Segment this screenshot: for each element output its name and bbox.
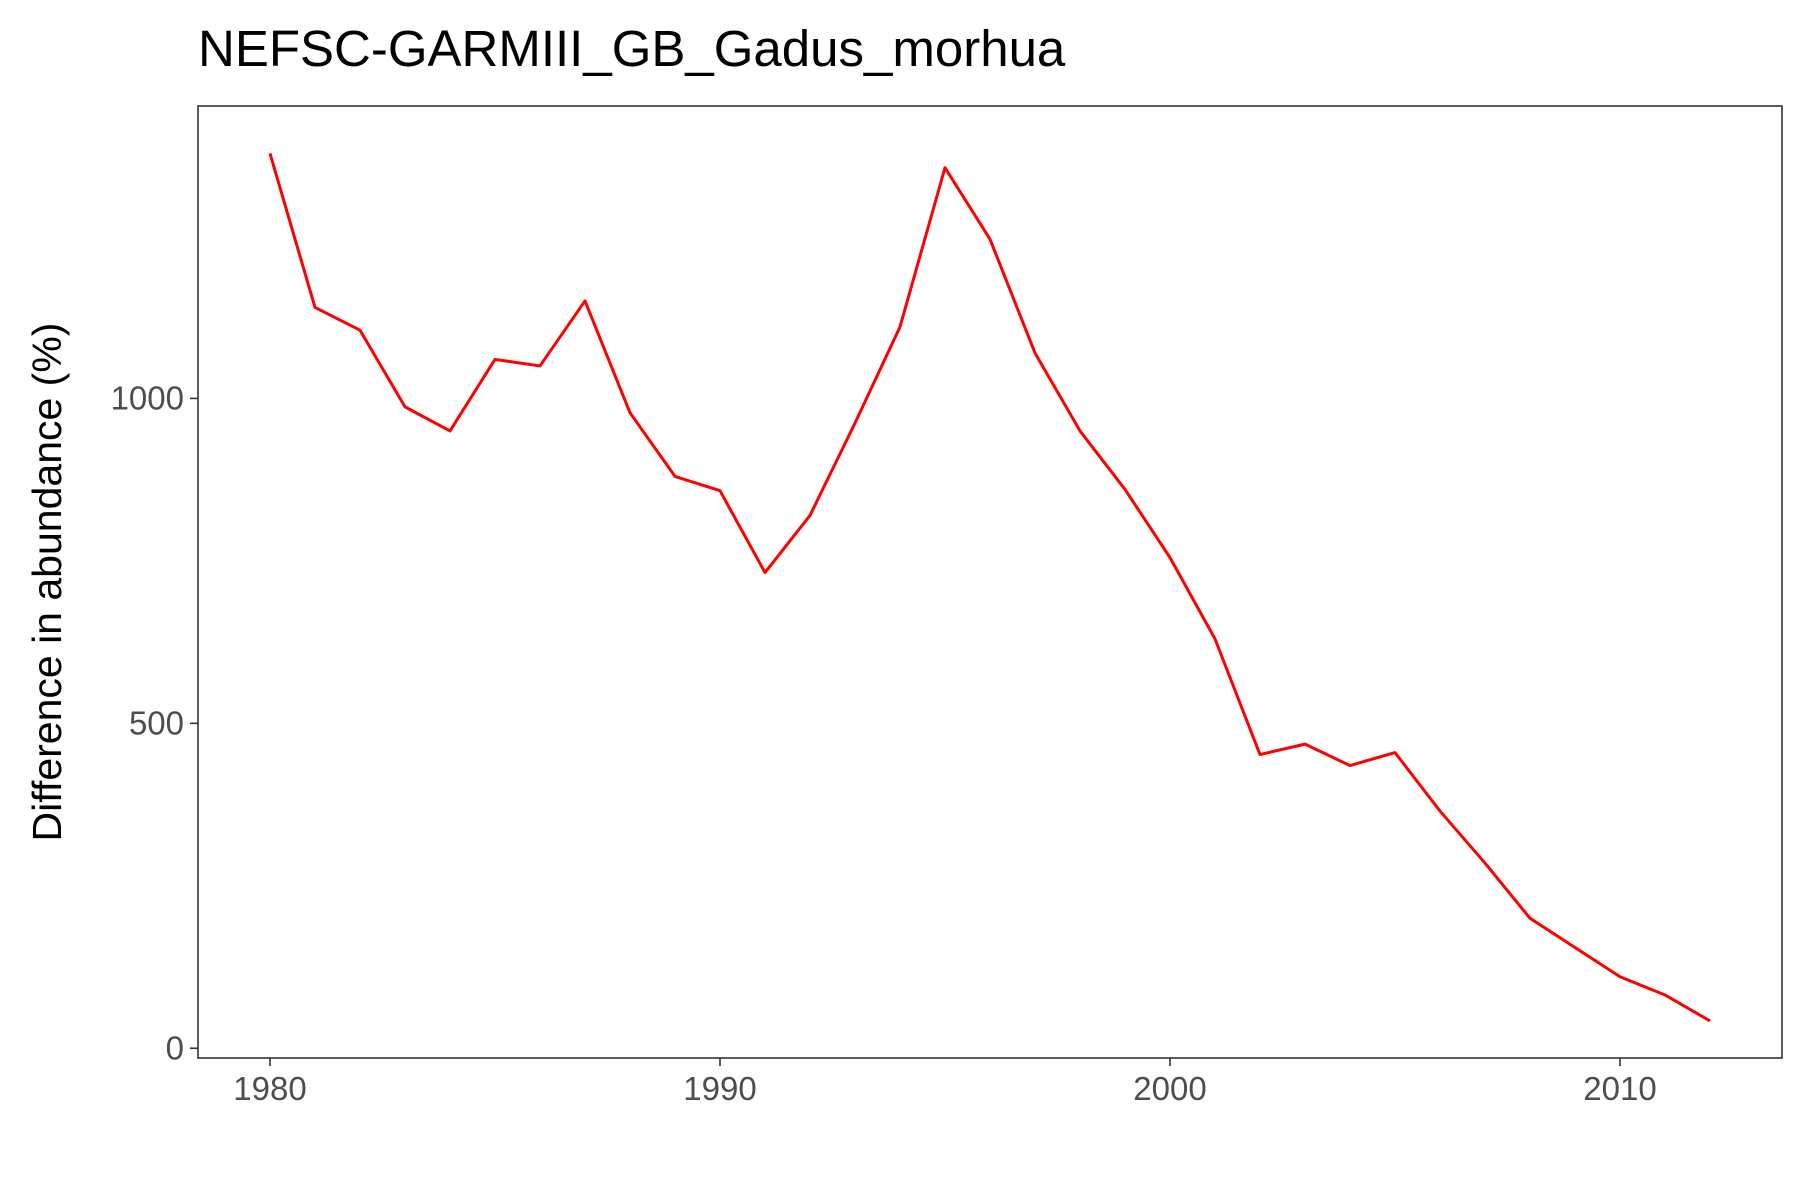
x-tick-label: 2000 bbox=[1133, 1070, 1206, 1107]
y-axis-label: Difference in abundance (%) bbox=[24, 323, 70, 842]
chart-title: NEFSC-GARMIII_GB_Gadus_morhua bbox=[198, 20, 1066, 77]
y-tick-label: 1000 bbox=[111, 379, 184, 416]
series-layer bbox=[268, 153, 1711, 1023]
series-line bbox=[268, 153, 1711, 1023]
x-axis: 1980 1990 2000 2010 bbox=[233, 1058, 1657, 1107]
y-tick-label: 500 bbox=[129, 704, 184, 741]
x-tick-label: 2010 bbox=[1583, 1070, 1656, 1107]
y-axis: 0 500 1000 bbox=[111, 379, 198, 1066]
x-tick-label: 1990 bbox=[683, 1070, 756, 1107]
plot-panel bbox=[197, 105, 1783, 1059]
x-tick-label: 1980 bbox=[233, 1070, 306, 1107]
y-tick-label: 0 bbox=[166, 1029, 184, 1066]
